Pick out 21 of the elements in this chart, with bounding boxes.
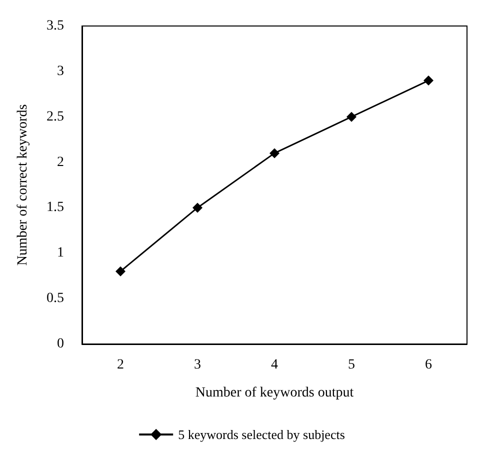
y-tick-label: 3 (57, 64, 64, 79)
y-tick-label: 1.5 (46, 200, 64, 216)
x-tick-label: 3 (194, 358, 201, 372)
point (346, 112, 356, 122)
x-tick-label: 5 (348, 358, 355, 372)
x-tick-label: 6 (425, 358, 432, 372)
point (116, 266, 126, 276)
y-tick-label: 2.5 (46, 109, 64, 124)
x-axis-title: Number of keywords output (195, 386, 354, 400)
point (192, 202, 202, 213)
x-tick-label: 4 (271, 358, 278, 372)
y-axis-title: Number of correct keywords (16, 104, 30, 266)
y-tick-label: 2 (57, 154, 64, 170)
point (270, 148, 280, 158)
y-tick-label: 3.5 (46, 18, 64, 34)
x-tick-label: 2 (117, 358, 124, 372)
y-tick-label: 0.5 (46, 291, 64, 306)
point (424, 76, 434, 86)
legend-label: 5 keywords selected by subjects (178, 427, 345, 442)
y-tick-label: 1 (57, 246, 64, 261)
y-tick-label: 0 (57, 336, 64, 352)
